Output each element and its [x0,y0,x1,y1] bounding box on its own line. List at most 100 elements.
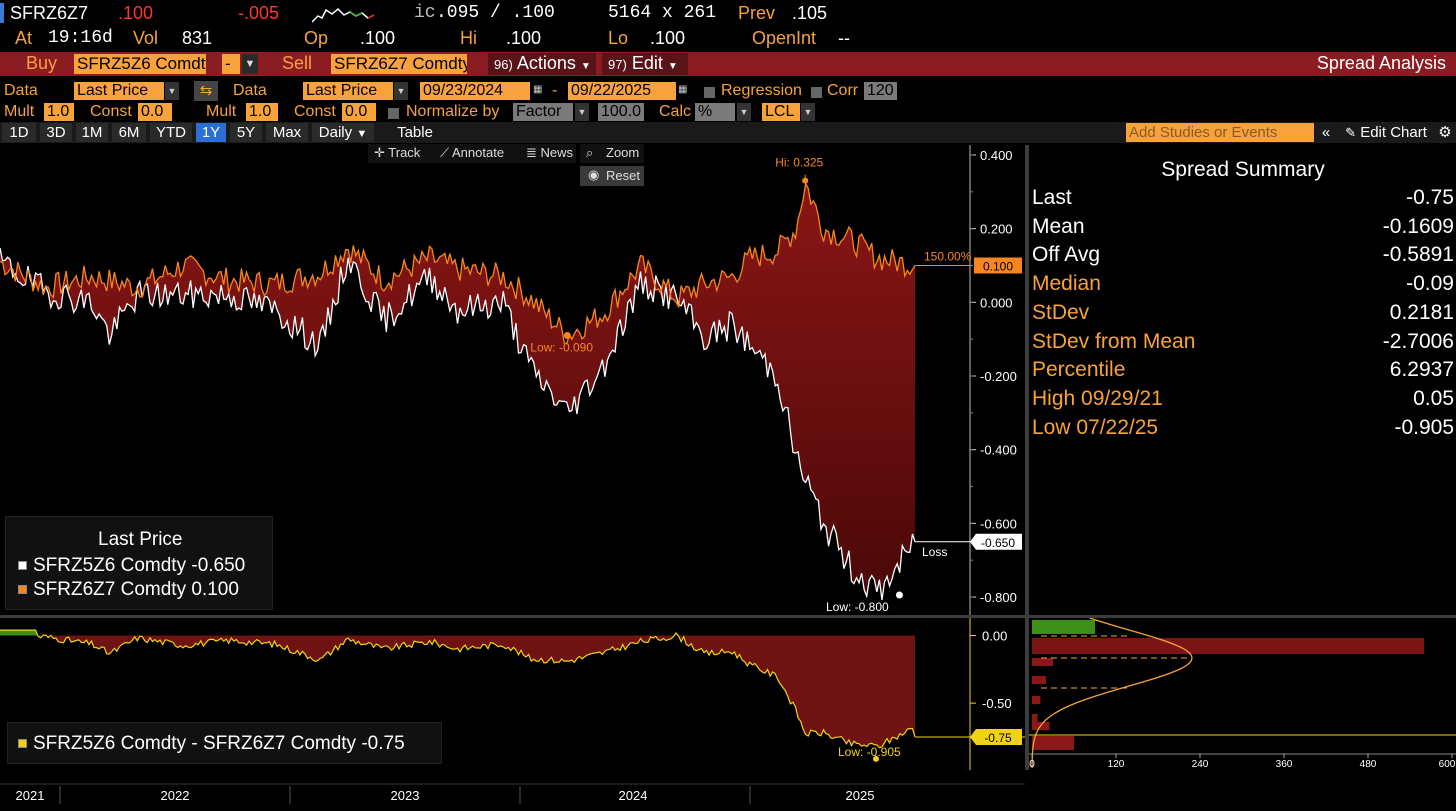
period-button-max[interactable]: Max [266,123,308,142]
bid-ask: .095 / .100 [436,3,555,23]
legend-item[interactable]: SFRZ5Z6 Comdty -0.650 [18,555,245,577]
chart-toolbar: ✛ Track ⟋ Annotate ≣ News [368,144,576,163]
legend-item[interactable]: SFRZ6Z7 Comdty 0.100 [18,579,239,601]
swap-icon[interactable]: ⇆ [194,81,218,101]
histogram-bar [1032,714,1038,722]
data2-label: Data [233,82,267,99]
action-bar: Buy SFRZ5Z6 Comdty - ▼ Sell SFRZ6Z7 Comd… [0,52,1456,76]
sell-security-input[interactable]: SFRZ6Z7 Comdty [331,54,467,74]
normalize-value-input[interactable]: 100.0 [598,103,644,121]
mult2-input[interactable]: 1.0 [246,103,278,121]
buy-security-input[interactable]: SFRZ5Z6 Comdty [74,54,206,74]
year-label: 2021 [16,788,45,803]
track-button[interactable]: ✛ Track [374,145,420,161]
chevron-down-icon[interactable]: ▼ [394,82,408,100]
pane-divider-vertical[interactable] [1025,145,1029,811]
news-icon: ≣ [526,145,541,160]
chevron-down-icon[interactable]: ▼ [737,103,751,121]
edit-chart-button[interactable]: ✎ Edit Chart [1340,123,1432,142]
frequency-select[interactable]: Daily ▼ [312,123,374,142]
period-button-5y[interactable]: 5Y [230,123,262,142]
period-button-1d[interactable]: 1D [2,123,36,142]
chevron-down-icon[interactable]: ▼ [575,103,589,121]
annotate-button[interactable]: ⟋ Annotate [440,145,504,161]
normalize-checkbox[interactable] [388,108,399,119]
sub-y-tick-label: -0.50 [982,696,1012,711]
period-button-6m[interactable]: 6M [112,123,146,142]
table-button[interactable]: Table [382,123,448,142]
actions-menu-number: 96) [494,57,513,72]
start-date-input[interactable]: 09/23/2024 [420,82,530,100]
zoom-button[interactable]: ⌕ Zoom [580,144,644,163]
data2-select[interactable]: Last Price [303,82,393,100]
corr-checkbox[interactable] [811,87,822,98]
actions-menu-button[interactable]: 96) Actions ▼ [488,53,596,75]
regression-checkbox[interactable] [704,87,715,98]
buy-mult-dropdown-icon[interactable]: ▼ [242,54,258,74]
hist-x-tick-label: 360 [1276,759,1293,770]
spread-line [0,629,916,749]
reset-icon: ◉ [588,167,600,182]
histogram-bar [1032,638,1424,654]
pct-annotation: 150.00% [924,250,972,264]
spread-summary-panel: Spread Summary Last -0.75 Mean -0.1609 Off A… [1030,148,1456,616]
period-button-ytd[interactable]: YTD [150,123,192,142]
calc-select[interactable]: % [695,103,735,121]
calendar-icon[interactable]: ▦ [678,84,688,95]
gear-icon[interactable]: ⚙ [1436,123,1454,142]
pane-divider-horizontal[interactable] [0,615,1456,618]
spread-low-annotation: Low: -0.905 [838,745,901,759]
summary-row-value: 6.2937 [1389,358,1454,382]
legend-swatch [18,561,27,571]
chevron-down-icon: ▼ [580,61,591,72]
currency-select[interactable]: LCL [762,103,800,121]
last-tag-orange-label: 0.100 [983,260,1013,274]
summary-row: StDev 0.2181 [1032,301,1456,329]
data1-select[interactable]: Last Price [74,82,164,100]
y-tick-label: -0.200 [980,369,1017,384]
spread-legend: SFRZ5Z6 Comdty - SFRZ6Z7 Comdty -0.75 [7,722,442,764]
main-price-chart[interactable]: 0.400 0.200 0.000 -0.200 -0.400 -0.600 -0.800 H… [0,145,1025,615]
chevron-down-icon[interactable]: ▼ [801,103,815,121]
const1-label: Const [90,103,132,120]
last-tag-white [970,533,1022,550]
end-date-input[interactable]: 09/22/2025 [568,82,676,100]
annotate-label: Annotate [452,145,505,160]
year-label: 2023 [391,788,420,803]
calendar-icon[interactable]: ▦ [533,84,543,95]
histogram-bar [1032,696,1041,704]
open-label: Op [304,28,329,48]
chevron-down-icon[interactable]: ▼ [165,82,179,100]
mult1-input[interactable]: 1.0 [44,103,74,121]
bid-ask-size: 5164 x 261 [608,3,717,23]
const2-input[interactable]: 0.0 [342,103,376,121]
reset-button[interactable]: ◉ Reset [580,166,644,186]
vol-value: 831 [182,28,213,48]
buy-label: Buy [26,53,58,73]
summary-row-label: Median [1032,272,1101,296]
normalize-method-select[interactable]: Factor [513,103,573,121]
reset-label: Reset [606,168,640,183]
loss-annotation: Loss [922,545,947,559]
period-button-1m[interactable]: 1M [76,123,108,142]
period-button-1y[interactable]: 1Y [196,123,226,142]
corr-window-input[interactable]: 120 [864,82,897,100]
summary-row: Low 07/22/25 -0.905 [1032,416,1456,444]
pencil-icon: ⟋ [440,145,452,160]
period-button-3d[interactable]: 3D [40,123,72,142]
low-white-annotation: Low: -0.800 [826,600,889,614]
collapse-double-chevron-icon[interactable]: « [1316,123,1336,142]
legend-item[interactable]: SFRZ5Z6 Comdty - SFRZ6Z7 Comdty -0.75 [18,733,405,755]
const1-input[interactable]: 0.0 [138,103,172,121]
summary-row: Percentile 6.2937 [1032,358,1456,386]
spread-chart[interactable]: 0.00 -0.50 Low: -0.905 -0.75 [0,618,1025,770]
prev-label: Prev [738,3,776,23]
hist-x-tick-label: 120 [1108,759,1125,770]
add-studies-input[interactable]: Add Studies or Events [1126,123,1314,142]
news-button[interactable]: ≣ News [526,145,573,161]
y-tick-label: 0.400 [980,148,1013,163]
ticker-symbol[interactable]: SFRZ6Z7 [10,3,89,23]
edit-menu-button[interactable]: 97) Edit ▼ [602,53,688,75]
spread-low-dot [873,755,879,762]
buy-mult-select[interactable]: - [222,54,240,74]
